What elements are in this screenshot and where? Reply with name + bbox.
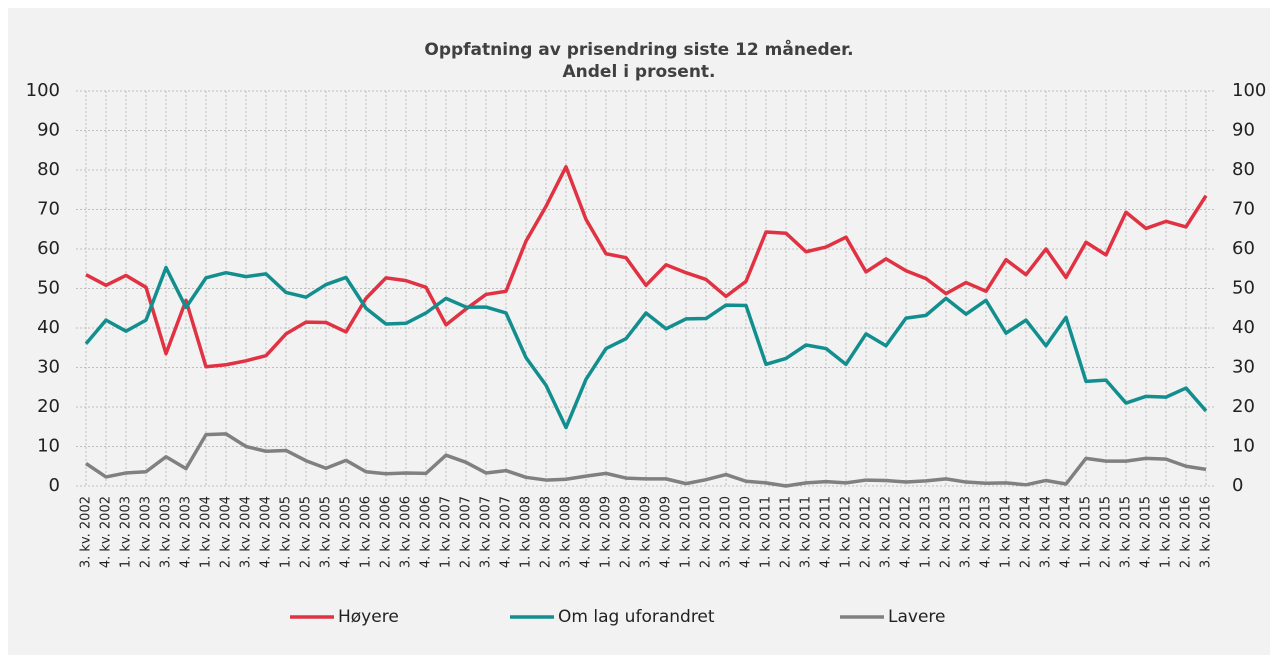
x-tick-label: 4. kv. 2003 (179, 496, 194, 568)
legend-label: Om lag uforandret (558, 607, 715, 627)
x-tick-label: 4. kv. 2005 (339, 496, 354, 568)
x-tick-label: 2. kv. 2004 (219, 496, 234, 568)
y2-tick-label: 40 (1232, 317, 1255, 338)
y-tick-label: 20 (37, 396, 60, 417)
x-tick-label: 1. kv. 2013 (919, 496, 934, 568)
x-tick-label: 2. kv. 2006 (379, 496, 394, 568)
x-tick-label: 2. kv. 2005 (299, 496, 314, 568)
x-tick-label: 3. kv. 2013 (959, 496, 974, 568)
x-tick-label: 1. kv. 2012 (839, 496, 854, 568)
y2-tick-label: 50 (1232, 278, 1255, 299)
x-tick-label: 1. kv. 2004 (199, 496, 214, 568)
y2-tick-label: 90 (1232, 120, 1255, 141)
x-tick-label: 2. kv. 2007 (459, 496, 474, 568)
x-tick-label: 1. kv. 2005 (279, 496, 294, 568)
x-tick-label: 3. kv. 2009 (639, 496, 654, 568)
x-tick-label: 4. kv. 2012 (899, 496, 914, 568)
x-tick-label: 2. kv. 2008 (539, 496, 554, 568)
y-tick-label: 80 (37, 159, 60, 180)
line-series (85, 432, 1207, 488)
x-tick-label: 3. kv. 2012 (879, 496, 894, 568)
y2-tick-label: 10 (1232, 436, 1255, 457)
x-tick-label: 3. kv. 2016 (1199, 496, 1214, 568)
x-tick-label: 3. kv. 2011 (799, 496, 814, 568)
x-tick-label: 2. kv. 2010 (699, 496, 714, 568)
line-series (85, 165, 1208, 369)
y2-tick-label: 0 (1232, 475, 1243, 496)
x-tick-label: 2. kv. 2015 (1099, 496, 1114, 568)
y-tick-label: 40 (37, 317, 60, 338)
x-tick-label: 1. kv. 2006 (359, 496, 374, 568)
chart-background (8, 8, 1270, 655)
y-tick-label: 50 (37, 278, 60, 299)
x-tick-label: 1. kv. 2008 (519, 496, 534, 568)
x-tick-label: 4. kv. 2008 (579, 496, 594, 568)
x-tick-label: 3. kv. 2002 (79, 496, 94, 568)
x-tick-label: 3. kv. 2004 (239, 496, 254, 568)
x-tick-label: 1. kv. 2009 (599, 496, 614, 568)
x-tick-label: 4. kv. 2010 (739, 496, 754, 568)
x-tick-label: 1. kv. 2003 (119, 496, 134, 568)
x-tick-label: 4. kv. 2013 (979, 496, 994, 568)
y-tick-label: 0 (49, 475, 60, 496)
x-tick-label: 4. kv. 2011 (819, 496, 834, 568)
x-tick-label: 4. kv. 2006 (419, 496, 434, 568)
y-tick-label: 100 (26, 80, 60, 101)
x-tick-label: 4. kv. 2004 (259, 496, 274, 568)
x-tick-label: 3. kv. 2015 (1119, 496, 1134, 568)
x-tick-label: 2. kv. 2016 (1179, 496, 1194, 568)
x-tick-label: 2. kv. 2013 (939, 496, 954, 568)
x-tick-label: 3. kv. 2008 (559, 496, 574, 568)
chart-title: Oppfatning av prisendring siste 12 måned… (424, 38, 853, 60)
x-tick-label: 1. kv. 2010 (679, 496, 694, 568)
y-tick-label: 30 (37, 357, 60, 378)
x-tick-label: 3. kv. 2003 (159, 496, 174, 568)
y-tick-label: 10 (37, 436, 60, 457)
x-tick-label: 2. kv. 2011 (779, 496, 794, 568)
x-tick-label: 1. kv. 2014 (999, 496, 1014, 568)
x-tick-label: 1. kv. 2016 (1159, 496, 1174, 568)
x-tick-label: 3. kv. 2010 (719, 496, 734, 568)
x-tick-label: 1. kv. 2007 (439, 496, 454, 568)
x-tick-label: 2. kv. 2009 (619, 496, 634, 568)
x-tick-label: 4. kv. 2014 (1059, 496, 1074, 568)
y2-tick-label: 80 (1232, 159, 1255, 180)
chart-title: Andel i prosent. (562, 62, 715, 82)
x-tick-label: 3. kv. 2006 (399, 496, 414, 568)
y2-tick-label: 60 (1232, 238, 1255, 259)
y2-tick-label: 70 (1232, 199, 1255, 220)
x-tick-label: 1. kv. 2015 (1079, 496, 1094, 568)
y-tick-label: 60 (37, 238, 60, 259)
x-tick-label: 4. kv. 2007 (499, 496, 514, 568)
x-tick-label: 2. kv. 2003 (139, 496, 154, 568)
line-series (84, 265, 1208, 430)
y2-tick-label: 100 (1232, 80, 1266, 101)
x-tick-label: 4. kv. 2009 (659, 496, 674, 568)
x-tick-label: 4. kv. 2015 (1139, 496, 1154, 568)
x-tick-label: 3. kv. 2007 (479, 496, 494, 568)
x-tick-label: 2. kv. 2012 (859, 496, 874, 568)
x-tick-label: 3. kv. 2005 (319, 496, 334, 568)
x-tick-label: 2. kv. 2014 (1019, 496, 1034, 568)
y2-tick-label: 20 (1232, 396, 1255, 417)
x-tick-label: 1. kv. 2011 (759, 496, 774, 568)
legend-label: Lavere (888, 607, 945, 627)
y-tick-label: 70 (37, 199, 60, 220)
y2-tick-label: 30 (1232, 357, 1255, 378)
x-tick-label: 3. kv. 2014 (1039, 496, 1054, 568)
x-tick-label: 4. kv. 2002 (99, 496, 114, 568)
y-tick-label: 90 (37, 120, 60, 141)
legend-label: Høyere (338, 607, 399, 627)
